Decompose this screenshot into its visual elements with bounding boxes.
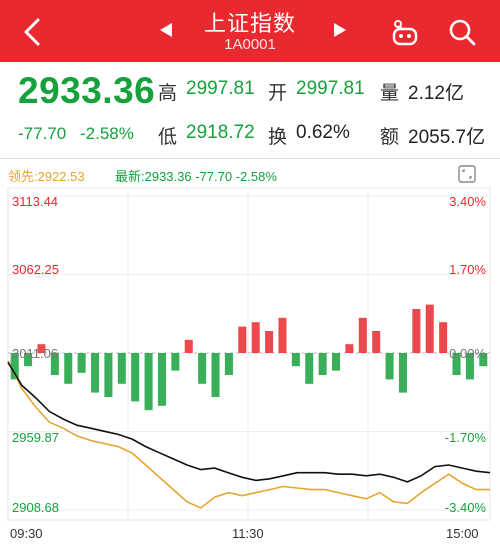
change-bar bbox=[91, 353, 100, 393]
y-right-label-base: 0.00% bbox=[449, 346, 486, 361]
change-bar bbox=[144, 353, 153, 411]
page-title: 上证指数 bbox=[203, 11, 296, 36]
change-bar bbox=[77, 353, 86, 373]
change-bar bbox=[305, 353, 314, 384]
change-bar bbox=[358, 317, 367, 353]
change-bar bbox=[278, 317, 287, 353]
volume-label: 量 bbox=[380, 83, 400, 104]
quote-panel: 2933.36 -77.70 -2.58% 高 2997.81 开 2997.8… bbox=[0, 62, 500, 159]
low-value: 2918.72 bbox=[186, 122, 255, 143]
change-bar bbox=[479, 353, 488, 367]
change-bar bbox=[345, 344, 354, 353]
change-bar bbox=[117, 353, 126, 384]
change-bar bbox=[439, 322, 448, 353]
change-bar bbox=[198, 353, 207, 384]
amount-value: 2055.7亿 bbox=[408, 127, 486, 148]
y-left-label-base: 3011.06 bbox=[12, 346, 59, 361]
lead-line bbox=[7, 360, 490, 509]
chevron-left-icon[interactable] bbox=[14, 12, 54, 52]
change-bar bbox=[425, 304, 434, 353]
y-left-label-bottom: 2908.68 bbox=[12, 500, 59, 515]
change-bar bbox=[157, 353, 166, 406]
change-bar bbox=[104, 353, 113, 397]
robot-icon[interactable] bbox=[390, 18, 420, 48]
chart-frame bbox=[7, 187, 491, 521]
change-bar bbox=[291, 353, 300, 367]
change-bar bbox=[211, 353, 220, 397]
change-bar bbox=[238, 326, 247, 353]
change-bar bbox=[385, 353, 394, 380]
y-right-label-bottom: -3.40% bbox=[444, 500, 486, 515]
price-line bbox=[7, 361, 491, 483]
change-bar bbox=[398, 353, 407, 393]
change-bar bbox=[24, 353, 33, 367]
change-bar bbox=[318, 353, 327, 375]
change-bar bbox=[251, 322, 260, 353]
high-label: 高 bbox=[158, 83, 178, 104]
current-price: 2933.36 bbox=[18, 70, 156, 111]
change-bar bbox=[412, 309, 421, 353]
search-icon[interactable] bbox=[446, 16, 478, 48]
legend-lead: 领先:2922.53 bbox=[8, 169, 85, 184]
change-bar bbox=[64, 353, 73, 384]
change-bar bbox=[184, 339, 193, 353]
intraday-chart[interactable]: 3113.44 3062.25 3011.06 2959.87 2908.68 … bbox=[0, 186, 500, 522]
turnover-value: 0.62% bbox=[296, 122, 350, 143]
change-bar bbox=[372, 331, 381, 353]
change-bar bbox=[37, 344, 46, 353]
change-bar bbox=[10, 353, 19, 380]
app-header: 上证指数 1A0001 bbox=[0, 0, 500, 62]
triangle-right-icon[interactable] bbox=[330, 20, 350, 40]
x-label-start: 09:30 bbox=[10, 526, 43, 541]
y-right-label-2: 1.70% bbox=[449, 262, 486, 277]
change-bar bbox=[131, 353, 140, 402]
x-label-end: 15:00 bbox=[446, 526, 479, 541]
price-change: -77.70 bbox=[18, 124, 67, 143]
change-bar bbox=[224, 353, 233, 375]
legend-latest: 最新:2933.36 -77.70 -2.58% bbox=[115, 169, 277, 184]
chart-legend: 领先:2922.53 最新:2933.36 -77.70 -2.58% bbox=[0, 162, 500, 186]
y-right-label-top: 3.40% bbox=[449, 194, 486, 209]
change-bar bbox=[332, 353, 341, 371]
turnover-label: 换 bbox=[268, 127, 288, 148]
triangle-left-icon[interactable] bbox=[156, 20, 176, 40]
index-code: 1A0001 bbox=[224, 36, 276, 53]
intraday-chart-svg bbox=[7, 187, 491, 521]
change-bar bbox=[265, 331, 274, 353]
amount-label: 额 bbox=[380, 127, 400, 148]
high-value: 2997.81 bbox=[186, 78, 255, 99]
x-label-mid: 11:30 bbox=[232, 526, 264, 541]
y-right-label-4: -1.70% bbox=[444, 430, 486, 445]
open-value: 2997.81 bbox=[296, 78, 365, 99]
change-bar bbox=[452, 353, 461, 375]
y-left-label-4: 2959.87 bbox=[12, 430, 59, 445]
expand-icon[interactable] bbox=[458, 165, 476, 183]
open-label: 开 bbox=[268, 83, 288, 104]
change-bar bbox=[50, 353, 59, 375]
y-left-label-top: 3113.44 bbox=[12, 194, 59, 209]
change-bar bbox=[171, 353, 180, 371]
volume-value: 2.12亿 bbox=[408, 83, 464, 104]
price-change-percent: -2.58% bbox=[80, 124, 134, 143]
low-label: 低 bbox=[158, 127, 178, 148]
y-left-label-2: 3062.25 bbox=[12, 262, 59, 277]
change-bar bbox=[465, 353, 474, 380]
